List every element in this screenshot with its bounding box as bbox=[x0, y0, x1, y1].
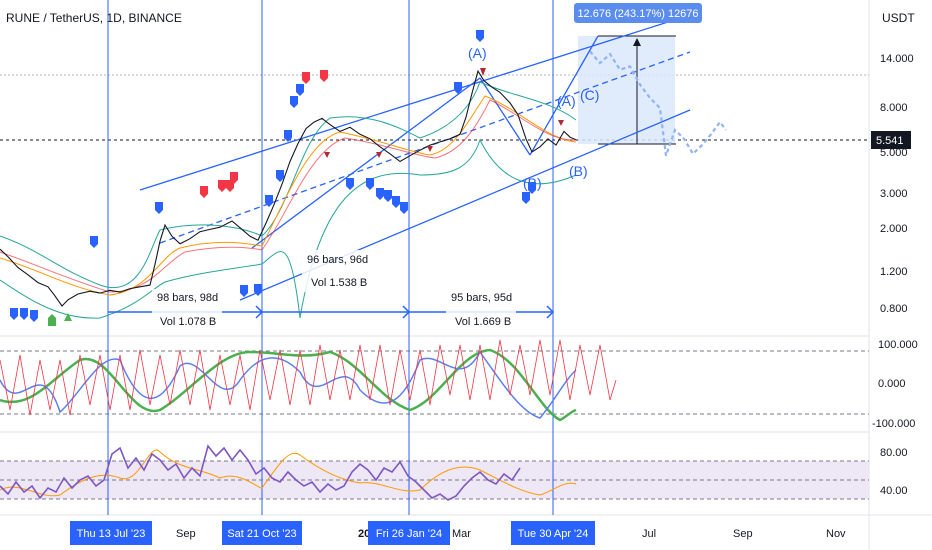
price-tick-0-8: 0.800 bbox=[880, 303, 908, 315]
date-badge-4-text: Tue 30 Apr '24 bbox=[518, 528, 589, 540]
date-badge-1 bbox=[70, 521, 152, 545]
date-marker-badges: Thu 13 Jul '23 Sat 21 Oct '23 Fri 26 Jan… bbox=[70, 521, 595, 545]
current-price-badge bbox=[871, 131, 911, 149]
time-tick-20: 20 bbox=[358, 528, 370, 540]
rsi-tick-80: 80.00 bbox=[880, 447, 908, 459]
projection-arrowhead bbox=[633, 38, 641, 46]
price-tick-1-2: 1.200 bbox=[880, 266, 908, 278]
price-tick-3: 3.000 bbox=[880, 188, 908, 200]
price-tick-8: 8.000 bbox=[880, 102, 908, 114]
date-badge-3 bbox=[368, 521, 450, 545]
date-badge-3-text: Fri 26 Jan '24 bbox=[376, 528, 442, 540]
osc-tick-0: 0.000 bbox=[878, 378, 906, 390]
range1-vol-label: Vol 1.078 B bbox=[160, 316, 216, 328]
osc-tick-minus-100: -100.000 bbox=[872, 418, 915, 430]
bollinger-bands bbox=[0, 81, 577, 319]
price-tick-5: 5.000 bbox=[880, 147, 908, 159]
time-tick-jul: Jul bbox=[642, 528, 656, 540]
currency-label: USDT bbox=[882, 11, 915, 25]
wave-label-a1: (A) bbox=[468, 45, 487, 61]
date-badge-2 bbox=[222, 521, 302, 545]
wave-label-b1: (B) bbox=[523, 175, 542, 191]
date-badge-4 bbox=[511, 521, 595, 545]
time-axis-labels: Sep 20 Mar Jul Sep Nov bbox=[176, 528, 846, 540]
range1-bars-label: 98 bars, 98d bbox=[157, 292, 218, 304]
range1-label-bg bbox=[152, 289, 222, 329]
price-tick-14: 14.000 bbox=[880, 53, 914, 65]
chart-title: RUNE / TetherUS, 1D, BINANCE bbox=[6, 11, 182, 25]
measure-tooltip bbox=[574, 3, 702, 23]
time-tick-mar: Mar bbox=[452, 528, 471, 540]
osc-axis-labels: 100.000 0.000 -100.000 bbox=[872, 339, 918, 430]
rsi-tick-40: 40.00 bbox=[880, 485, 908, 497]
projection-line bbox=[589, 50, 727, 157]
measure-tooltip-text: 12.676 (243.17%) 12676 bbox=[577, 8, 698, 20]
wave-label-c: (C) bbox=[580, 87, 599, 103]
range3-label-bg bbox=[446, 289, 516, 329]
price-axis-labels: 14.000 8.000 5.000 3.000 2.000 1.200 0.8… bbox=[880, 53, 914, 315]
current-price-text: 5.541 bbox=[876, 135, 904, 147]
time-tick-sep: Sep bbox=[176, 528, 196, 540]
date-marker-lines bbox=[107, 0, 554, 515]
rsi-axis-labels: 80.00 40.00 bbox=[880, 447, 908, 497]
range2-vol-label: Vol 1.538 B bbox=[311, 277, 367, 289]
time-tick-sep2: Sep bbox=[733, 528, 753, 540]
price-line bbox=[0, 69, 577, 307]
oscillator-lines bbox=[0, 339, 617, 422]
price-tick-2: 2.000 bbox=[880, 223, 908, 235]
date-badge-2-text: Sat 21 Oct '23 bbox=[227, 528, 296, 540]
wave-label-a2: (A) bbox=[557, 93, 576, 109]
range2-label-bg bbox=[302, 250, 372, 292]
range3-bars-label: 95 bars, 95d bbox=[451, 292, 512, 304]
wave-label-b2: (B) bbox=[569, 163, 588, 179]
rsi-lines bbox=[0, 444, 577, 501]
projection-box bbox=[578, 36, 675, 144]
range2-bars-label: 96 bars, 96d bbox=[307, 254, 368, 266]
time-tick-nov: Nov bbox=[826, 528, 846, 540]
osc-tick-100: 100.000 bbox=[878, 339, 918, 351]
signal-markers bbox=[10, 30, 564, 326]
date-badge-1-text: Thu 13 Jul '23 bbox=[77, 528, 146, 540]
range3-vol-label: Vol 1.669 B bbox=[455, 316, 511, 328]
